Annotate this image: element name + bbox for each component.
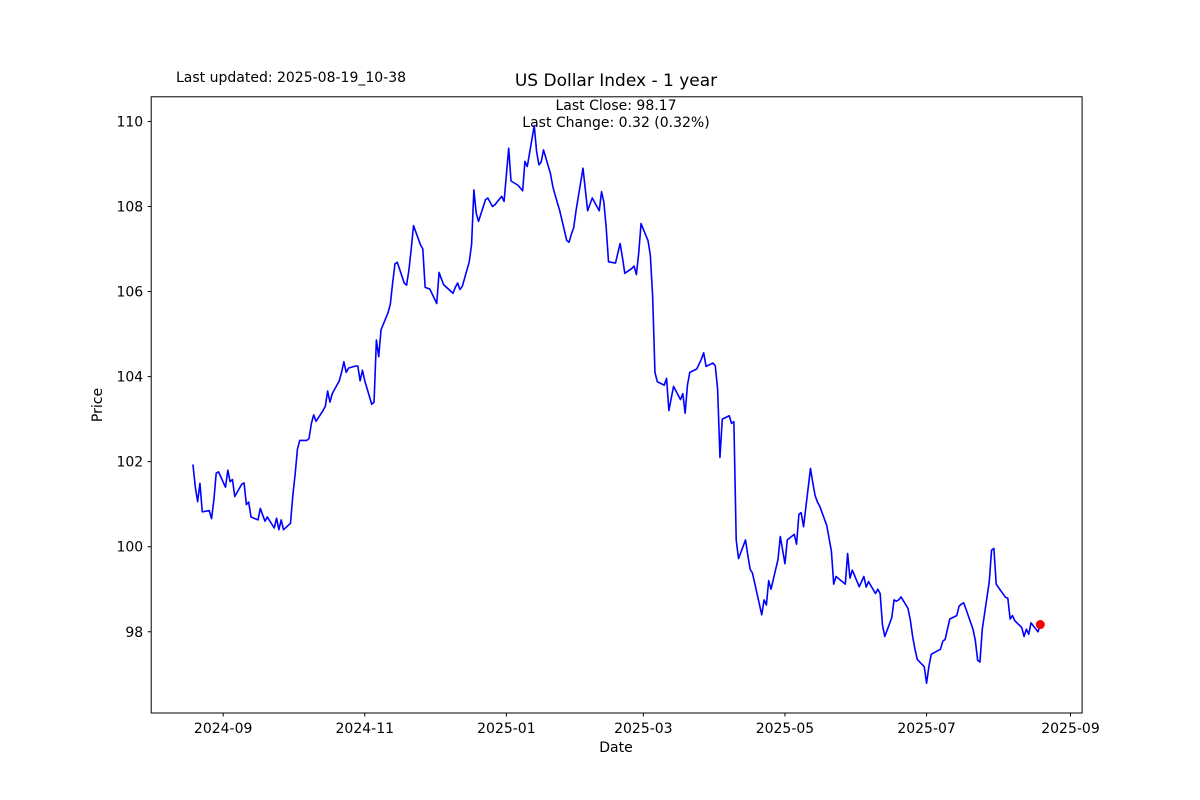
x-tick-label: 2025-09 (1041, 721, 1100, 737)
plot-frame (150, 96, 1083, 714)
x-tick-label: 2024-11 (336, 721, 395, 737)
y-tick-label: 100 (116, 540, 143, 556)
x-tick-label: 2025-03 (614, 721, 673, 737)
last-price-marker (1035, 620, 1045, 630)
y-axis-label: Price (90, 387, 106, 423)
y-tick-label: 110 (116, 114, 143, 130)
y-tick-label: 106 (116, 285, 143, 301)
chart-title: US Dollar Index - 1 year (514, 71, 718, 91)
x-tick-label: 2025-05 (756, 721, 815, 737)
x-axis-label: Date (599, 740, 633, 756)
x-tick-label: 2024-09 (194, 721, 253, 737)
last-close-text: Last Close: 98.17 (555, 98, 677, 114)
last-change-text: Last Change: 0.32 (0.32%) (522, 115, 710, 131)
y-tick-label: 104 (116, 370, 143, 386)
price-line (192, 124, 1042, 685)
x-tick-label: 2025-07 (897, 721, 956, 737)
y-tick-label: 98 (125, 625, 143, 641)
y-tick-label: 108 (116, 200, 143, 216)
last-updated-text: Last updated: 2025-08-19_10-38 (176, 70, 407, 86)
chart-subtitle: Last Close: 98.17 Last Change: 0.32 (0.3… (522, 98, 709, 132)
x-tick-label: 2025-01 (477, 721, 536, 737)
y-tick-label: 102 (116, 455, 143, 471)
